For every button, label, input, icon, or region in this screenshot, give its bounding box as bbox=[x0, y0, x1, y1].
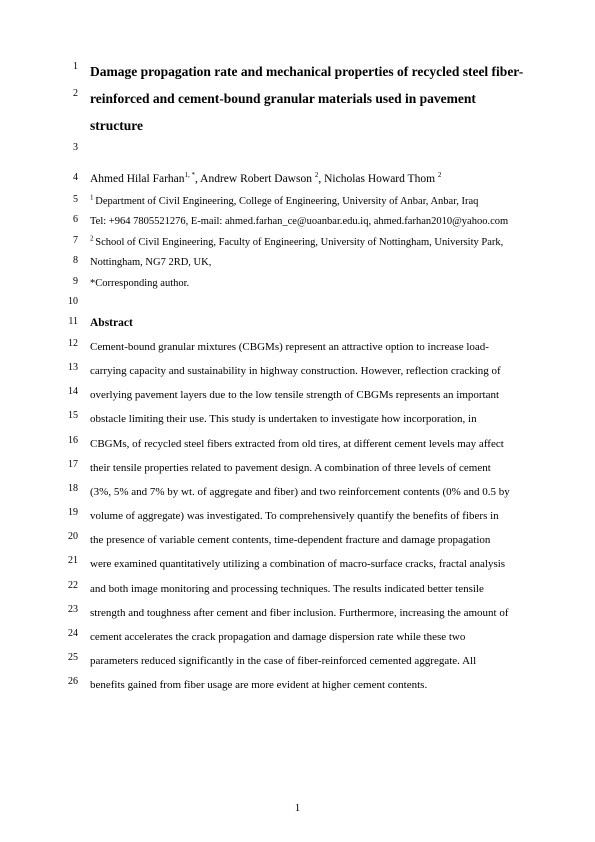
body-text: their tensile properties related to pave… bbox=[90, 456, 525, 480]
abstract-heading: Abstract bbox=[90, 317, 133, 329]
line-number: 24 bbox=[48, 628, 78, 639]
author-3-sup: 2 bbox=[438, 171, 442, 179]
body-text: overlying pavement layers due to the low… bbox=[90, 383, 525, 407]
abstract-heading-line: 11 Abstract bbox=[90, 313, 525, 335]
title-text-1: Damage propagation rate and mechanical p… bbox=[90, 64, 523, 79]
affil-2-cont: Nottingham, NG7 2RD, UK, bbox=[90, 257, 211, 268]
body-line: 14overlying pavement layers due to the l… bbox=[90, 383, 525, 407]
line-number: 9 bbox=[48, 276, 78, 287]
body-text: the presence of variable cement contents… bbox=[90, 528, 525, 552]
affiliation-line: 6 Tel: +964 7805521276, E-mail: ahmed.fa… bbox=[90, 211, 525, 231]
title-line-1: 1 Damage propagation rate and mechanical… bbox=[90, 58, 525, 85]
body-line: 12Cement-bound granular mixtures (CBGMs)… bbox=[90, 335, 525, 359]
body-text: carrying capacity and sustainability in … bbox=[90, 359, 525, 383]
line-number: 10 bbox=[48, 296, 78, 307]
contact-text: Tel: +964 7805521276, E-mail: ahmed.farh… bbox=[90, 216, 508, 227]
body-text: and both image monitoring and processing… bbox=[90, 577, 525, 601]
line-number: 20 bbox=[48, 531, 78, 542]
title-line-2: 2 reinforced and cement-bound granular m… bbox=[90, 85, 525, 139]
line-number: 23 bbox=[48, 604, 78, 615]
blank-line: 10 bbox=[90, 293, 525, 313]
affil-2-text: School of Civil Engineering, Faculty of … bbox=[95, 237, 503, 248]
body-line: 13carrying capacity and sustainability i… bbox=[90, 359, 525, 383]
body-text: benefits gained from fiber usage are mor… bbox=[90, 673, 525, 697]
body-text: (3%, 5% and 7% by wt. of aggregate and f… bbox=[90, 480, 525, 504]
body-text: were examined quantitatively utilizing a… bbox=[90, 552, 525, 576]
line-number: 3 bbox=[48, 142, 78, 153]
line-number: 7 bbox=[48, 235, 78, 246]
title-text-2: reinforced and cement-bound granular mat… bbox=[90, 91, 476, 133]
line-number: 12 bbox=[48, 338, 78, 349]
line-number: 4 bbox=[48, 172, 78, 183]
body-line: 24cement accelerates the crack propagati… bbox=[90, 625, 525, 649]
blank-line: 3 bbox=[90, 139, 525, 165]
body-line: 19volume of aggregate) was investigated.… bbox=[90, 504, 525, 528]
body-line: 20the presence of variable cement conten… bbox=[90, 528, 525, 552]
affiliation-line: 7 2 School of Civil Engineering, Faculty… bbox=[90, 232, 525, 252]
author-1: Ahmed Hilal Farhan bbox=[90, 173, 185, 185]
line-number: 25 bbox=[48, 652, 78, 663]
affil-text: 1 Department of Civil Engineering, Colle… bbox=[90, 196, 478, 207]
author-3: Nicholas Howard Thom bbox=[324, 173, 438, 185]
line-number: 8 bbox=[48, 255, 78, 266]
body-line: 16CBGMs, of recycled steel fibers extrac… bbox=[90, 432, 525, 456]
line-number: 6 bbox=[48, 214, 78, 225]
body-text: CBGMs, of recycled steel fibers extracte… bbox=[90, 432, 525, 456]
body-line: 25parameters reduced significantly in th… bbox=[90, 649, 525, 673]
line-number: 19 bbox=[48, 507, 78, 518]
authors-text: Ahmed Hilal Farhan1, *, Andrew Robert Da… bbox=[90, 173, 441, 185]
affiliation-line: 8 Nottingham, NG7 2RD, UK, bbox=[90, 252, 525, 272]
body-line: 23strength and toughness after cement an… bbox=[90, 601, 525, 625]
body-text: parameters reduced significantly in the … bbox=[90, 649, 525, 673]
line-number: 11 bbox=[48, 316, 78, 327]
line-number: 21 bbox=[48, 555, 78, 566]
line-number: 22 bbox=[48, 580, 78, 591]
body-line: 26benefits gained from fiber usage are m… bbox=[90, 673, 525, 697]
body-text: strength and toughness after cement and … bbox=[90, 601, 525, 625]
line-number: 18 bbox=[48, 483, 78, 494]
line-number: 17 bbox=[48, 459, 78, 470]
body-line: 22and both image monitoring and processi… bbox=[90, 577, 525, 601]
line-number: 13 bbox=[48, 362, 78, 373]
line-number: 1 bbox=[48, 61, 78, 72]
line-number: 16 bbox=[48, 435, 78, 446]
body-text: volume of aggregate) was investigated. T… bbox=[90, 504, 525, 528]
body-text: Cement-bound granular mixtures (CBGMs) r… bbox=[90, 335, 525, 359]
body-line: 17their tensile properties related to pa… bbox=[90, 456, 525, 480]
authors-line: 4 Ahmed Hilal Farhan1, *, Andrew Robert … bbox=[90, 169, 525, 191]
line-number: 15 bbox=[48, 410, 78, 421]
corresponding-line: 9 *Corresponding author. bbox=[90, 273, 525, 293]
line-number: 26 bbox=[48, 676, 78, 687]
body-line: 15obstacle limiting their use. This stud… bbox=[90, 407, 525, 431]
affil-text: 2 School of Civil Engineering, Faculty o… bbox=[90, 237, 503, 248]
affil-1-text: Department of Civil Engineering, College… bbox=[95, 196, 478, 207]
line-number: 14 bbox=[48, 386, 78, 397]
affiliation-line: 5 1 Department of Civil Engineering, Col… bbox=[90, 191, 525, 211]
page-number: 1 bbox=[0, 802, 595, 814]
line-number: 2 bbox=[48, 88, 78, 99]
line-number: 5 bbox=[48, 194, 78, 205]
author-2: Andrew Robert Dawson bbox=[200, 173, 315, 185]
body-text: cement accelerates the crack propagation… bbox=[90, 625, 525, 649]
body-line: 18(3%, 5% and 7% by wt. of aggregate and… bbox=[90, 480, 525, 504]
author-1-sup: 1, * bbox=[185, 171, 196, 179]
body-text: obstacle limiting their use. This study … bbox=[90, 407, 525, 431]
body-line: 21were examined quantitatively utilizing… bbox=[90, 552, 525, 576]
corresponding-text: *Corresponding author. bbox=[90, 278, 189, 289]
